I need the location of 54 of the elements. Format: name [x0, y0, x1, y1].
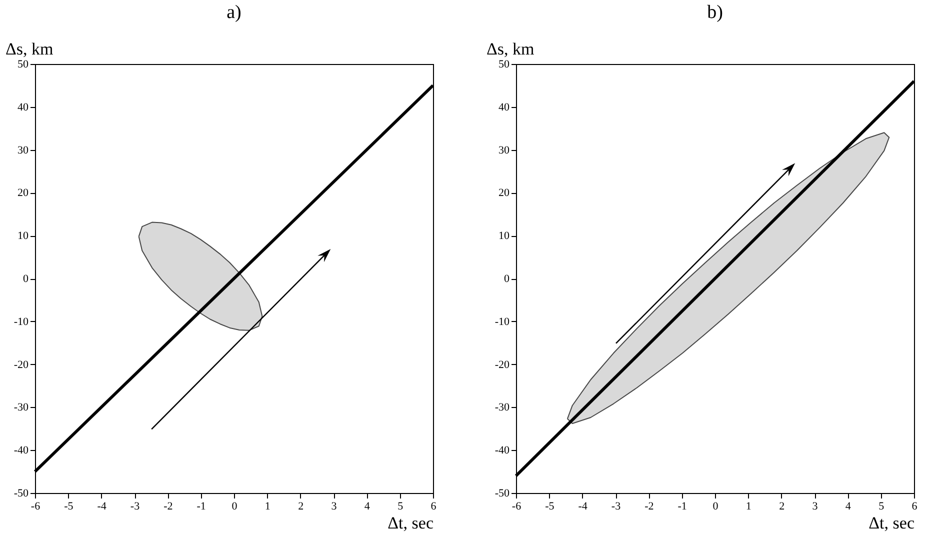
x-tick-label: -6 [512, 500, 522, 512]
y-tick-label: 30 [18, 144, 29, 156]
y-tick-label: -30 [494, 402, 510, 414]
x-tick-label: 1 [746, 500, 752, 512]
y-tick-label: -10 [14, 316, 29, 328]
y-tick-label: -20 [494, 358, 510, 371]
x-tick-label: 0 [232, 500, 238, 512]
x-tick-label: 0 [712, 500, 719, 512]
x-tick-label: -4 [97, 500, 107, 512]
y-tick-label: 0 [504, 273, 510, 285]
chart-title: b) [707, 2, 723, 23]
x-axis-title: Δt, sec [868, 514, 915, 532]
x-tick-label: 2 [779, 500, 785, 512]
x-axis-title: Δt, sec [388, 514, 434, 532]
y-tick-label: -30 [14, 402, 29, 414]
x-tick-label: 2 [298, 500, 304, 512]
x-tick-label: -1 [196, 500, 206, 512]
y-axis-title: Δs, km [6, 40, 54, 58]
chart-title: a) [226, 2, 242, 23]
x-tick-label: 3 [331, 500, 338, 512]
x-tick-label: -3 [130, 500, 140, 512]
x-tick-label: -5 [545, 500, 555, 512]
x-tick-label: -4 [578, 500, 588, 512]
y-tick-label: 10 [498, 230, 510, 242]
x-tick-label: 1 [264, 500, 270, 512]
x-tick-label: 5 [878, 500, 885, 512]
y-tick-label: 0 [23, 273, 29, 285]
x-tick-label: -2 [644, 500, 654, 512]
y-axis-title: Δs, km [486, 40, 534, 58]
y-tick-label: 10 [18, 230, 29, 242]
x-tick-label: -3 [611, 500, 622, 512]
y-tick-label: -20 [14, 358, 29, 371]
y-tick-label: 50 [498, 58, 510, 70]
y-tick-label: 40 [498, 101, 510, 114]
x-tick-label: 4 [364, 500, 370, 512]
y-tick-label: -50 [14, 488, 29, 500]
y-tick-label: 40 [18, 101, 29, 114]
x-tick-label: -5 [64, 500, 74, 512]
y-tick-label: -40 [14, 444, 29, 457]
y-tick-label: 50 [18, 58, 29, 70]
y-tick-label: -10 [494, 316, 510, 328]
y-tick-label: -40 [494, 444, 510, 457]
x-tick-label: 3 [812, 500, 818, 512]
y-tick-label: -50 [494, 488, 510, 500]
x-tick-label: -6 [30, 500, 41, 512]
y-tick-label: 20 [498, 187, 510, 200]
x-tick-label: 4 [845, 500, 852, 512]
x-tick-label: -2 [164, 500, 173, 512]
x-tick-label: 6 [912, 500, 918, 512]
y-tick-label: 20 [18, 187, 29, 200]
x-tick-label: 6 [430, 500, 437, 512]
x-tick-label: -1 [678, 500, 687, 512]
y-tick-label: 30 [498, 144, 510, 156]
x-tick-label: 5 [398, 500, 404, 512]
